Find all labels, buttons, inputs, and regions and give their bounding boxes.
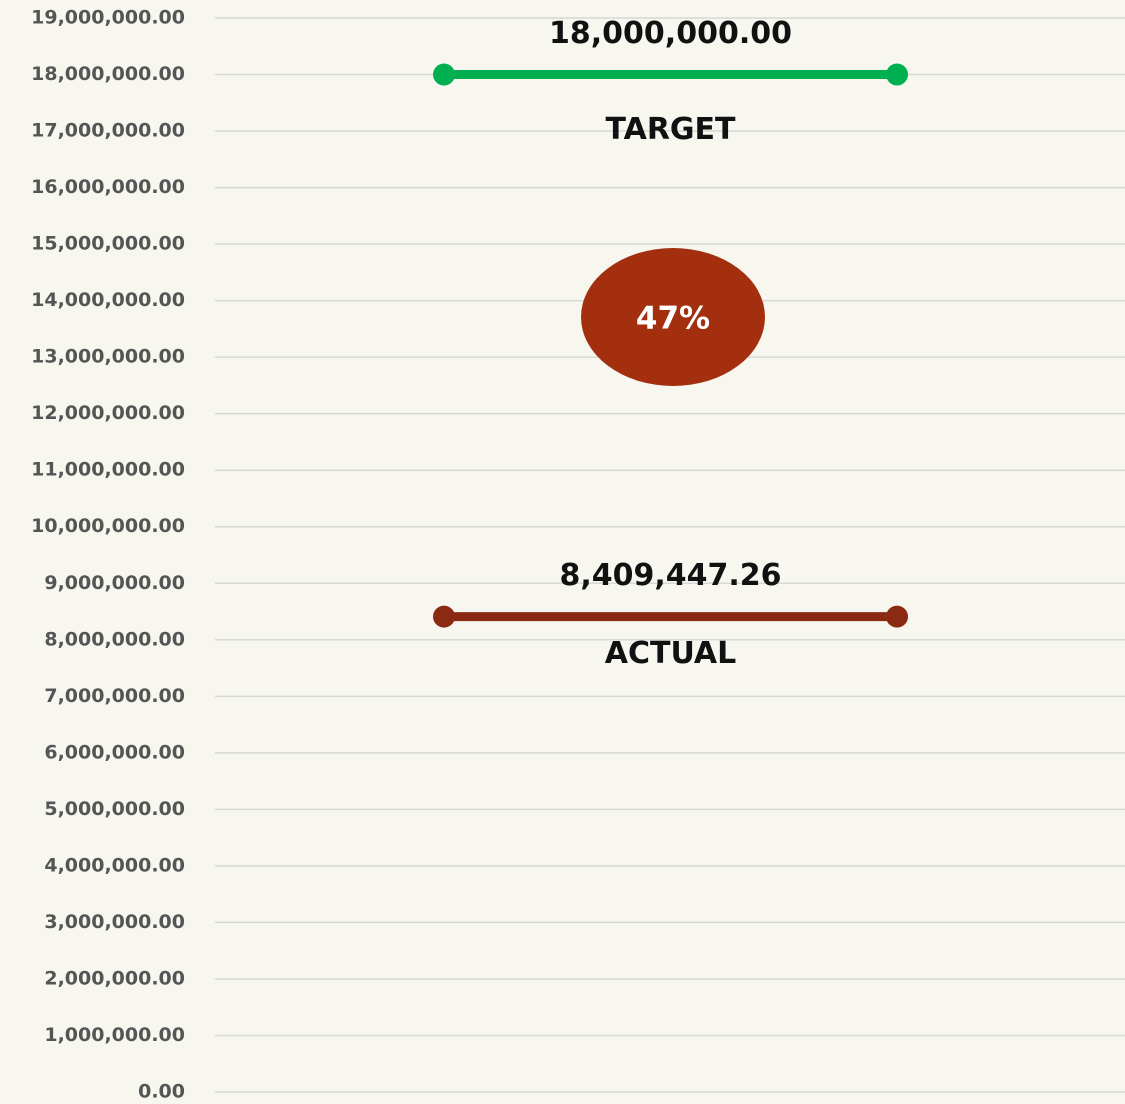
value-label: 8,409,447.26 <box>559 558 781 593</box>
y-tick-label: 14,000,000.00 <box>31 289 185 311</box>
y-tick-label: 12,000,000.00 <box>31 402 185 424</box>
value-label: 18,000,000.00 <box>549 16 792 51</box>
y-tick-label: 10,000,000.00 <box>31 515 185 537</box>
series-name: ACTUAL <box>605 636 736 671</box>
endpoint <box>433 605 455 628</box>
y-tick-label: 4,000,000.00 <box>44 854 185 876</box>
y-tick-label: 19,000,000.00 <box>31 7 185 29</box>
y-tick-label: 9,000,000.00 <box>44 572 185 594</box>
y-tick-label: 1,000,000.00 <box>44 1024 185 1046</box>
y-tick-label: 16,000,000.00 <box>31 176 185 198</box>
series-name: TARGET <box>605 112 736 147</box>
y-tick-label: 5,000,000.00 <box>44 798 185 820</box>
percent-label: 47% <box>636 301 710 337</box>
y-tick-label: 0.00 <box>138 1081 185 1103</box>
endpoint <box>886 63 908 86</box>
y-tick-label: 8,000,000.00 <box>44 628 185 650</box>
percent-bubble <box>581 248 765 386</box>
y-tick-label: 15,000,000.00 <box>31 233 185 255</box>
y-tick-label: 11,000,000.00 <box>31 459 185 481</box>
endpoint <box>886 605 908 628</box>
y-tick-label: 17,000,000.00 <box>31 120 185 142</box>
y-tick-label: 6,000,000.00 <box>44 741 185 763</box>
y-tick-label: 13,000,000.00 <box>31 346 185 368</box>
y-tick-label: 18,000,000.00 <box>31 63 185 85</box>
y-tick-label: 7,000,000.00 <box>44 685 185 707</box>
endpoint <box>433 63 455 86</box>
y-tick-label: 3,000,000.00 <box>44 911 185 933</box>
y-tick-label: 2,000,000.00 <box>44 967 185 989</box>
